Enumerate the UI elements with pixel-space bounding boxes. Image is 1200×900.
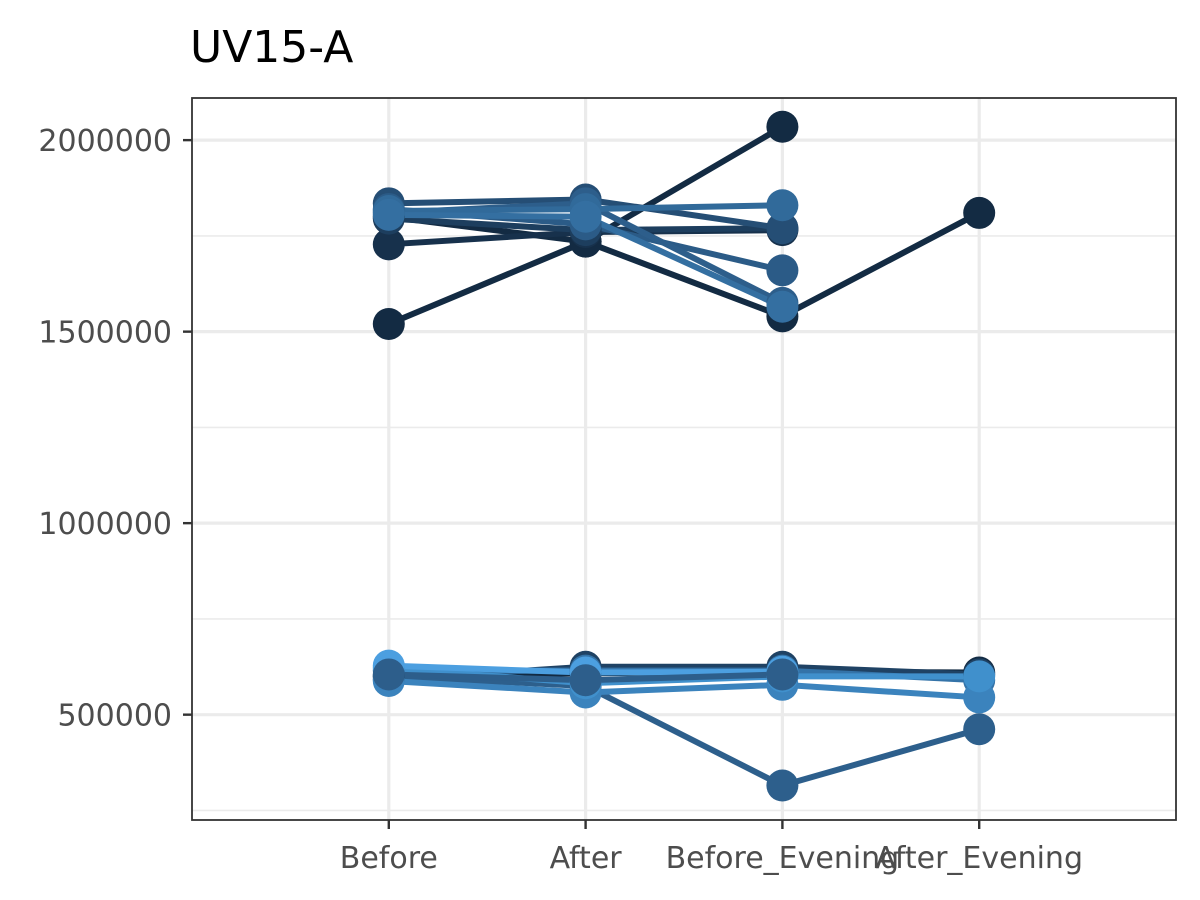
data-point xyxy=(569,200,602,233)
series-line xyxy=(388,673,981,789)
chart-title: UV15-A xyxy=(190,22,353,73)
x-tick-label: After xyxy=(550,841,623,876)
axes: 500000 1000000 1500000 2000000 Before After Be… xyxy=(38,124,1083,876)
data-point xyxy=(372,658,405,691)
panel-border xyxy=(191,97,1177,821)
series-points xyxy=(372,110,996,802)
data-point xyxy=(963,713,996,746)
data-point xyxy=(766,212,799,245)
x-tick-label: Before xyxy=(340,841,438,876)
series-layer xyxy=(372,110,996,802)
data-point xyxy=(766,769,799,802)
data-point xyxy=(372,198,405,231)
data-point xyxy=(569,664,602,697)
data-point xyxy=(766,110,799,143)
series-line xyxy=(388,210,981,320)
data-point xyxy=(372,307,405,340)
data-point xyxy=(766,658,799,691)
x-tick-label: After_Evening xyxy=(875,841,1083,876)
y-tick-label: 2000000 xyxy=(38,124,172,159)
y-tick-label: 1000000 xyxy=(38,507,172,542)
data-point xyxy=(766,290,799,323)
y-tick-label: 500000 xyxy=(57,699,172,734)
data-point xyxy=(963,660,996,693)
x-tick-label: Before_Evening xyxy=(666,841,900,876)
series-lines xyxy=(387,124,981,789)
y-tick-label: 1500000 xyxy=(38,316,172,351)
data-point xyxy=(372,228,405,261)
data-point xyxy=(766,189,799,222)
series-line xyxy=(388,677,980,701)
data-point xyxy=(963,196,996,229)
data-point xyxy=(766,254,799,287)
